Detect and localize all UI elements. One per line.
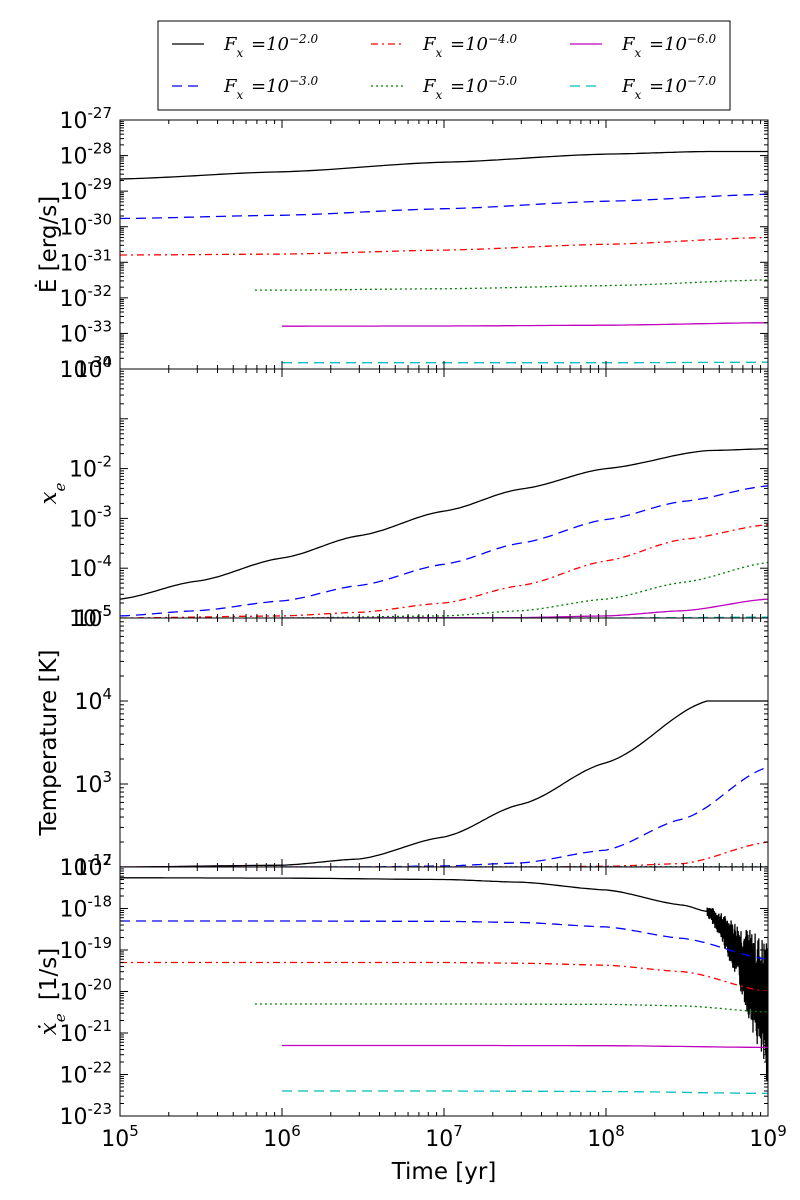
- panel-3: 10-17 10-18 10-19 10-20 10-21 10-22 10-23 ẋe [1…: [36, 851, 769, 1130]
- panel-1-ytick-label-1: 10-2: [69, 453, 112, 483]
- panel-0-frame: [119, 119, 769, 370]
- panel-0-series-5: [282, 361, 768, 364]
- panel-1-series: [120, 448, 768, 618]
- panel-0-ytick-label-4: 10-31: [60, 246, 113, 276]
- legend-label-1: Fx =10−3.0: [223, 74, 319, 102]
- panel-0-series-0: [120, 150, 768, 180]
- panel-2-ytick-label-3: 102: [74, 851, 112, 881]
- legend-frame: [157, 20, 731, 111]
- panel-0-ylabel: Ė [erg/s]: [34, 196, 62, 293]
- panel-2: 105 104 103 102 Temperature [K]: [36, 602, 769, 881]
- panel-1-series-5: [282, 616, 768, 618]
- panel-0-ytick-label-2: 10-29: [60, 175, 113, 205]
- panel-3-series: [120, 877, 768, 1095]
- panel-3-ytick-label-5: 10-22: [60, 1059, 113, 1089]
- x-tick-labels: 105 106 107 108 109: [101, 1122, 787, 1152]
- panel-0-series-2: [120, 236, 768, 256]
- x-tick-label-1: 106: [263, 1122, 301, 1152]
- panel-1-series-1: [120, 485, 768, 617]
- panel-3-series-1: [120, 920, 768, 960]
- legend-label-3: Fx =10−5.0: [422, 74, 518, 102]
- panel-1-series-4: [282, 598, 768, 618]
- panel-2-ytick-label-2: 103: [74, 768, 112, 798]
- panel-1-series-3: [282, 561, 768, 618]
- panel-1-frame: [119, 368, 769, 619]
- legend-label-0: Fx =10−2.0: [223, 32, 319, 60]
- legend-label-5: Fx =10−7.0: [621, 74, 717, 102]
- panel-3-ytick-label-2: 10-19: [60, 934, 113, 964]
- panel-0-ytick-label-7: 10-34: [60, 353, 113, 383]
- legend: Fx =10−2.0 Fx =10−3.0 Fx =10−4.0 Fx =10−5.0…: [157, 20, 731, 111]
- panel-0-series-4: [282, 322, 768, 327]
- panel-2-series-1: [120, 766, 768, 867]
- panel-1: 100 10-2 10-3 10-4 10-5 xe: [36, 353, 769, 632]
- panel-3-ytick-label-1: 10-18: [60, 893, 113, 923]
- panel-2-series-0: [120, 700, 768, 867]
- panel-2-ytick-label-0: 105: [74, 602, 112, 632]
- panel-0-ytick-label-6: 10-33: [60, 317, 113, 347]
- panel-0-series: [120, 150, 768, 364]
- panel-0-ytick-label-1: 10-28: [60, 140, 113, 170]
- panel-3-ylabel: ẋe [1/s]: [36, 948, 69, 1036]
- panels: 10-27 10-28 10-29 10-30 10-31 10-32 10-33 10-34…: [34, 104, 787, 1152]
- panel-2-series: [120, 700, 768, 867]
- panel-0-series-1: [120, 193, 768, 220]
- x-axis-label: Time [yr]: [391, 1159, 497, 1185]
- panel-3-ytick-label-0: 10-17: [60, 851, 113, 881]
- panel-0-ytick-label-5: 10-32: [60, 282, 113, 312]
- panel-3-ytick-label-6: 10-23: [60, 1100, 113, 1130]
- x-tick-label-3: 108: [587, 1122, 625, 1152]
- panel-1-series-2: [120, 523, 768, 618]
- panel-2-ytick-label-1: 104: [74, 685, 112, 715]
- panel-3-ytick-label-4: 10-21: [60, 1017, 113, 1047]
- panel-3-series-4: [282, 1044, 768, 1049]
- panel-3-ytick-label-3: 10-20: [60, 976, 113, 1006]
- panel-1-ytick-label-0: 100: [74, 353, 112, 383]
- panel-3-frame: [119, 866, 769, 1117]
- panel-0-ytick-label-0: 10-27: [60, 104, 113, 134]
- x-tick-label-0: 105: [101, 1122, 139, 1152]
- panel-1-ytick-label-2: 10-3: [69, 502, 112, 532]
- panel-2-frame: [119, 617, 769, 868]
- panel-1-series-0: [120, 448, 768, 600]
- panel-3-series-2: [120, 961, 768, 993]
- panel-1-ytick-label-3: 10-4: [69, 552, 112, 582]
- panel-1-ytick-label-4: 10-5: [69, 602, 112, 632]
- legend-label-2: Fx =10−4.0: [422, 32, 518, 60]
- panel-2-ylabel: Temperature [K]: [36, 649, 62, 836]
- x-tick-label-4: 109: [749, 1122, 787, 1152]
- x-tick-label-2: 107: [425, 1122, 463, 1152]
- panel-1-ylabel: xe: [36, 482, 69, 504]
- panel-0: 10-27 10-28 10-29 10-30 10-31 10-32 10-33 10-34…: [34, 104, 769, 383]
- panel-0-ytick-label-3: 10-30: [60, 211, 113, 241]
- panel-0-series-3: [254, 279, 768, 291]
- legend-label-4: Fx =10−6.0: [621, 32, 717, 60]
- panel-3-series-0: [120, 877, 768, 1082]
- panel-3-series-3: [254, 1003, 768, 1013]
- panel-3-series-5: [282, 1090, 768, 1095]
